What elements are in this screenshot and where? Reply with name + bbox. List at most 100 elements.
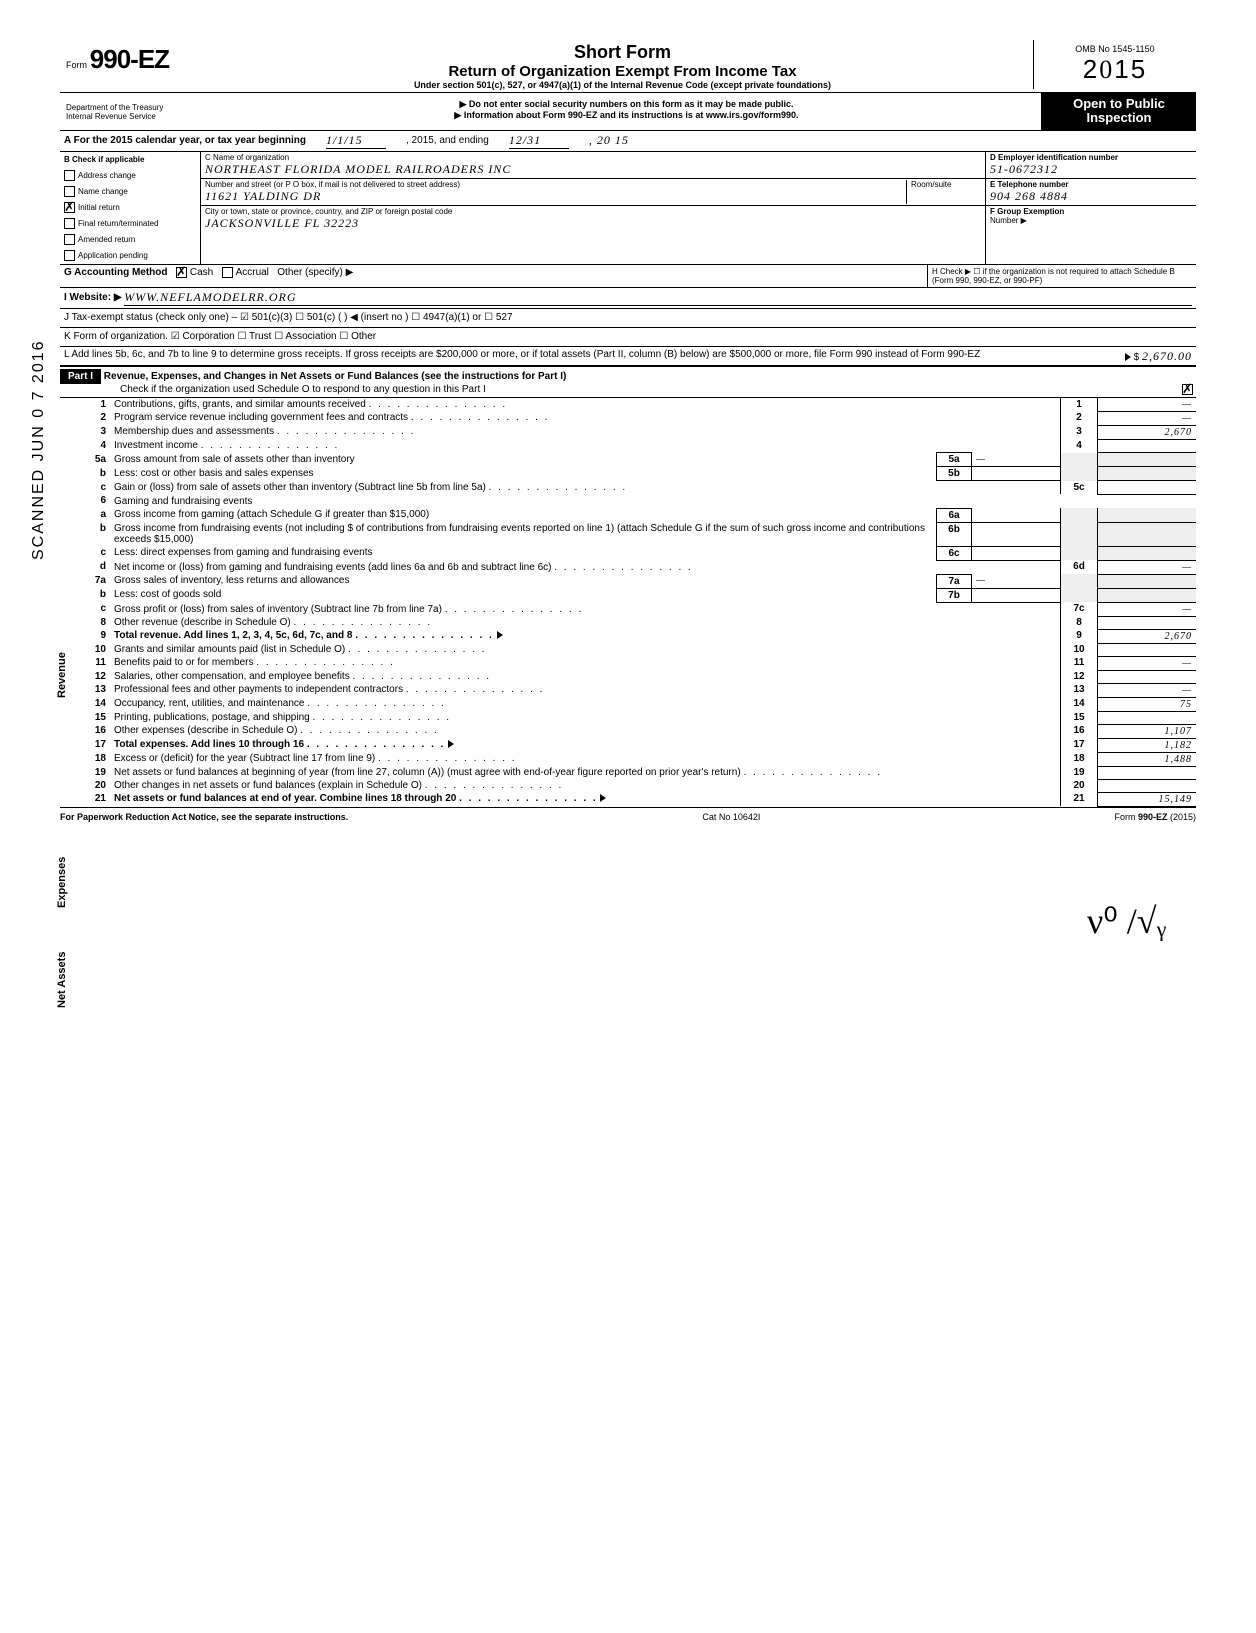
B-item: Application pending (60, 248, 200, 264)
amount: 1,488 (1098, 752, 1197, 766)
amount (1098, 766, 1197, 779)
line-text: Other expenses (describe in Schedule O) (110, 724, 1061, 738)
amount: 2,670 (1098, 629, 1197, 643)
I-label: I Website: ▶ (64, 292, 122, 303)
line-A-begin: 1/1/15 (326, 133, 386, 149)
line-number: c (74, 546, 110, 560)
line-number: 5a (74, 453, 110, 467)
line-row: 8Other revenue (describe in Schedule O) … (74, 616, 1196, 629)
box-number: 5c (1061, 481, 1098, 495)
box-number: 11 (1061, 656, 1098, 670)
header-grid: B Check if applicable Address changeName… (60, 152, 1196, 265)
line-L: L Add lines 5b, 6c, and 7b to line 9 to … (60, 347, 1196, 366)
F-label: F Group Exemption (990, 207, 1192, 216)
C-room-label: Room/suite (906, 180, 981, 204)
title-under: Under section 501(c), 527, or 4947(a)(1)… (220, 80, 1025, 90)
amount-shade (1098, 508, 1197, 522)
B-checkbox[interactable] (64, 170, 75, 181)
line-A-end-year: , 20 15 (589, 133, 629, 148)
B-checkbox[interactable] (64, 202, 75, 213)
C-addr: 11621 YALDING DR (205, 189, 906, 204)
line-row: 11Benefits paid to or for members 11 — (74, 656, 1196, 670)
line-number: b (74, 522, 110, 546)
box-number: 18 (1061, 752, 1098, 766)
partI-lines-table: 1Contributions, gifts, grants, and simil… (74, 398, 1196, 807)
L-amount: 2,670.00 (1142, 349, 1192, 363)
footer: For Paperwork Reduction Act Notice, see … (60, 807, 1196, 822)
box-number: 4 (1061, 439, 1098, 453)
line-row: bLess: cost or other basis and sales exp… (74, 467, 1196, 481)
line-row: 20Other changes in net assets or fund ba… (74, 779, 1196, 792)
G-accrual-checkbox[interactable] (222, 267, 233, 278)
line-text: Grants and similar amounts paid (list in… (110, 643, 1061, 656)
line-number: a (74, 508, 110, 522)
dept-box: Department of the Treasury Internal Reve… (60, 93, 212, 130)
B-label: B Check if applicable (60, 152, 200, 168)
sub-box-number: 6b (937, 522, 972, 546)
line-text: Benefits paid to or for members (110, 656, 1061, 670)
G-label: G Accounting Method (64, 267, 168, 278)
partI-check-box[interactable] (1182, 384, 1193, 395)
col-mid: C Name of organization NORTHEAST FLORIDA… (201, 152, 985, 264)
sub-box-number: 6a (937, 508, 972, 522)
title-box: Short Form Return of Organization Exempt… (212, 40, 1033, 92)
line-row: dNet income or (loss) from gaming and fu… (74, 560, 1196, 574)
sub-amount (972, 588, 1061, 602)
line-row: cGross profit or (loss) from sales of in… (74, 602, 1196, 616)
tax-year: 2015 (1040, 54, 1190, 85)
box-number: 3 (1061, 425, 1098, 439)
line-I: I Website: ▶ WWW.NEFLAMODELRR.ORG (60, 288, 1196, 309)
form-number-box: Form 990-EZ (60, 40, 212, 77)
line-A-mid: , 2015, and ending (406, 135, 489, 146)
line-number: 13 (74, 683, 110, 697)
D-label: D Employer identification number (990, 153, 1192, 162)
amount (1098, 643, 1197, 656)
B-item: Amended return (60, 232, 200, 248)
box-number: 12 (1061, 670, 1098, 683)
sub-box-number: 5a (937, 453, 972, 467)
amount (1098, 439, 1197, 453)
sub-box-number: 6c (937, 546, 972, 560)
line-number: 19 (74, 766, 110, 779)
amount: 2,670 (1098, 425, 1197, 439)
line-row: 6Gaming and fundraising events (74, 494, 1196, 508)
amount: — (1098, 398, 1197, 412)
line-K: K Form of organization. ☑ Corporation ☐ … (60, 328, 1196, 347)
G-other-label: Other (specify) ▶ (277, 267, 353, 278)
box-number: 13 (1061, 683, 1098, 697)
B-checkbox[interactable] (64, 250, 75, 261)
amount-shade (1098, 453, 1197, 467)
line-row: aGross income from gaming (attach Schedu… (74, 508, 1196, 522)
box-number: 8 (1061, 616, 1098, 629)
B-checkbox[interactable] (64, 186, 75, 197)
amount-shade (1098, 522, 1197, 546)
amount-shade (1098, 574, 1197, 588)
B-item-label: Final return/terminated (78, 219, 158, 228)
line-number: 20 (74, 779, 110, 792)
top-bar: Form 990-EZ Short Form Return of Organiz… (60, 40, 1196, 93)
line-row: 17Total expenses. Add lines 10 through 1… (74, 738, 1196, 752)
amount: — (1098, 411, 1197, 425)
box-number: 7c (1061, 602, 1098, 616)
line-text: Investment income (110, 439, 1061, 453)
box-number: 6d (1061, 560, 1098, 574)
line-number: 18 (74, 752, 110, 766)
line-text: Gross income from gaming (attach Schedul… (110, 508, 937, 522)
line-number: 7a (74, 574, 110, 588)
line-number: 6 (74, 494, 110, 508)
line-text: Net assets or fund balances at end of ye… (110, 792, 1061, 806)
line-text: Less: direct expenses from gaming and fu… (110, 546, 937, 560)
G-cash-checkbox[interactable] (176, 267, 187, 278)
G-accrual-label: Accrual (236, 267, 269, 278)
B-item-label: Application pending (78, 251, 148, 260)
netassets-label: Net Assets (56, 951, 68, 1007)
B-checkbox[interactable] (64, 234, 75, 245)
line-number: d (74, 560, 110, 574)
box-number: 1 (1061, 398, 1098, 412)
line-number: 10 (74, 643, 110, 656)
row2: Department of the Treasury Internal Reve… (60, 93, 1196, 131)
line-number: 3 (74, 425, 110, 439)
line-text: Printing, publications, postage, and shi… (110, 711, 1061, 724)
B-item-label: Address change (78, 171, 136, 180)
B-checkbox[interactable] (64, 218, 75, 229)
